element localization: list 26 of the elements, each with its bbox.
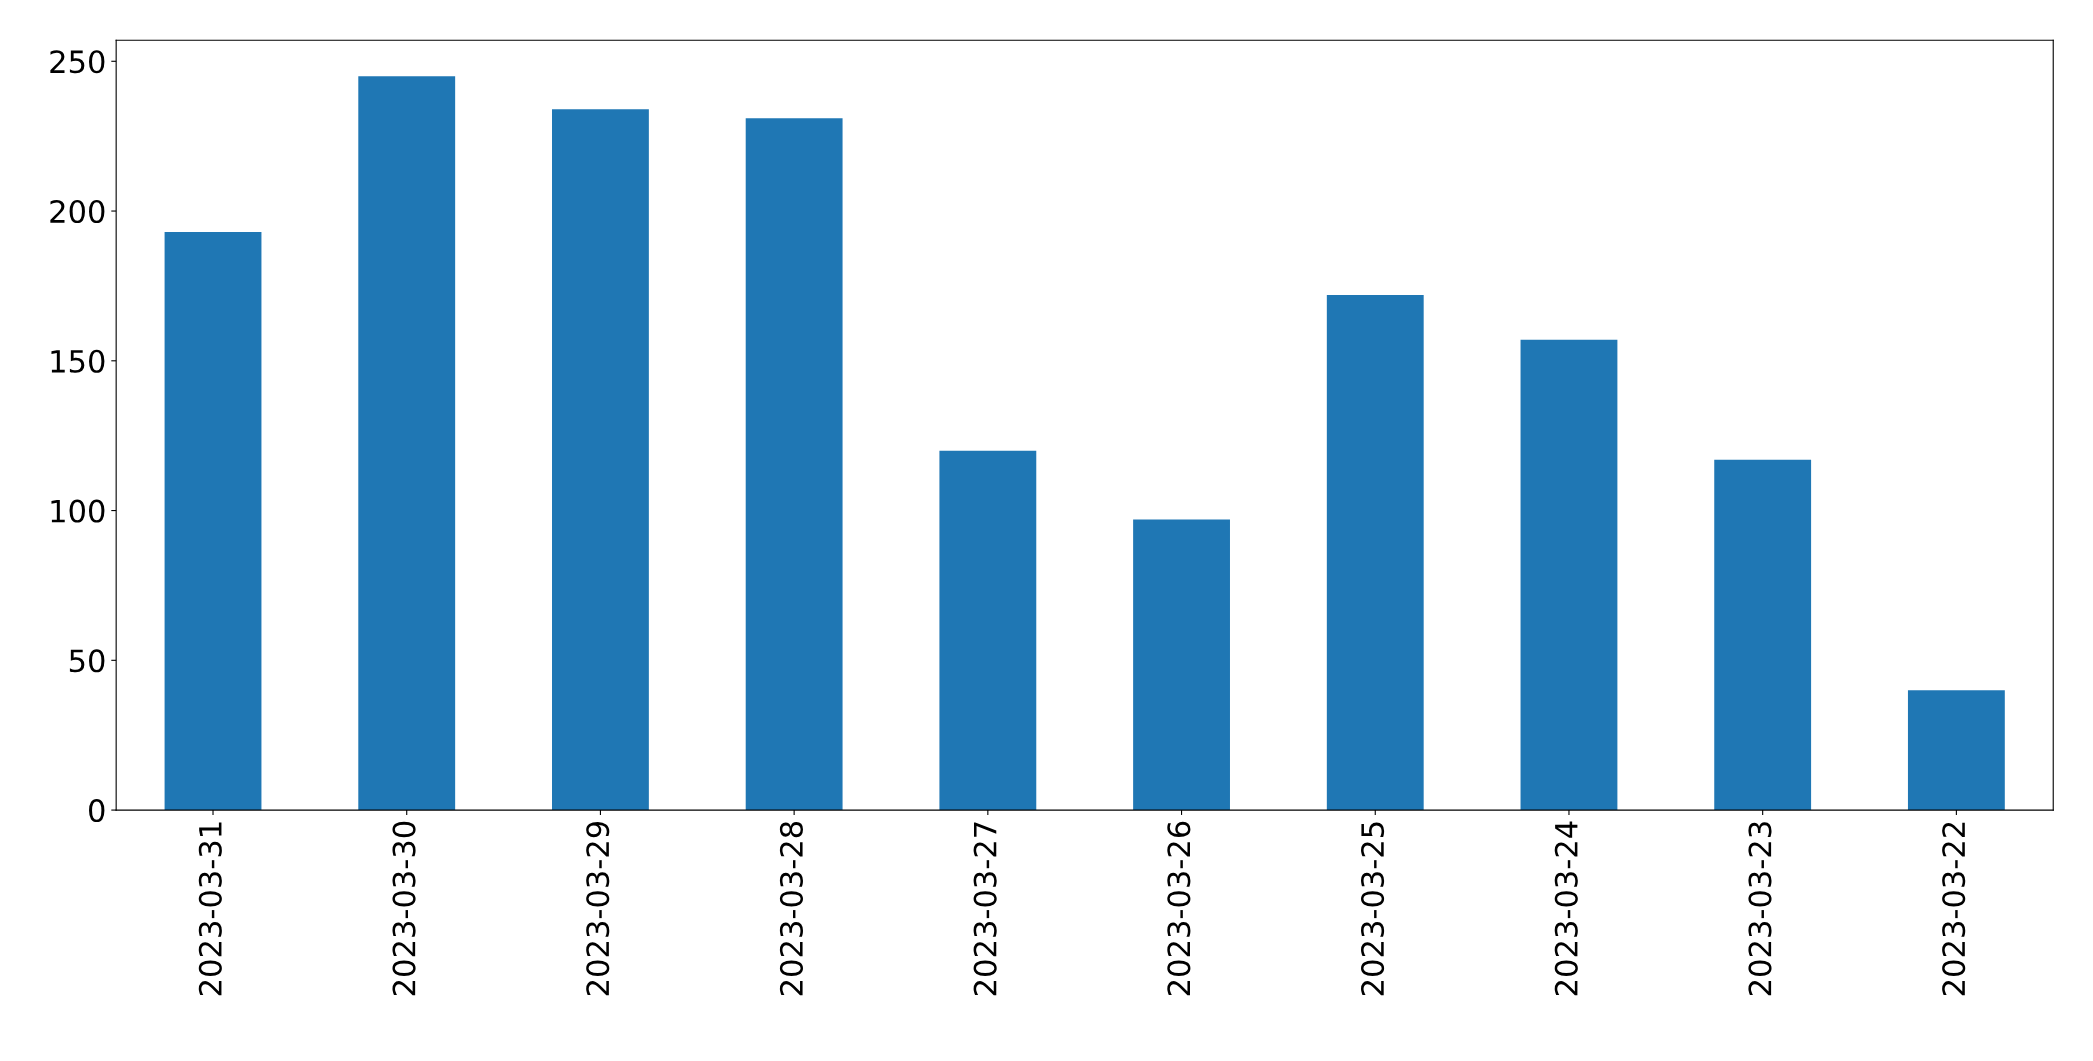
y-tick-label: 0	[89, 799, 105, 823]
x-tick-label: 2023-03-24	[1554, 821, 1578, 996]
x-tick-label: 2023-03-26	[1167, 821, 1191, 996]
bar	[745, 118, 843, 811]
bar	[164, 232, 262, 811]
y-tick-label: 250	[50, 50, 105, 74]
x-tick-label: 2023-03-31	[198, 822, 222, 996]
y-tick-label: 150	[51, 349, 105, 373]
x-tick-label: 2023-03-30	[392, 821, 416, 996]
bar	[939, 450, 1037, 811]
x-tick-label: 2023-03-22	[1942, 822, 1966, 996]
y-tick-label: 100	[51, 499, 105, 523]
bar	[1326, 294, 1424, 811]
bar	[1907, 690, 2005, 811]
y-tick-label: 200	[50, 199, 105, 224]
bar	[1714, 459, 1812, 811]
x-tick-label: 2023-03-23	[1748, 822, 1772, 996]
x-tick-label: 2023-03-25	[1361, 822, 1385, 996]
x-tick-label: 2023-03-29	[586, 821, 610, 996]
bar	[1133, 519, 1230, 811]
bar	[358, 76, 456, 811]
x-tick-label: 2023-03-28	[779, 821, 803, 996]
y-tick-label: 50	[69, 649, 105, 673]
x-tick-label: 2023-03-27	[973, 822, 997, 996]
bar	[1520, 339, 1618, 811]
bar	[552, 109, 649, 811]
